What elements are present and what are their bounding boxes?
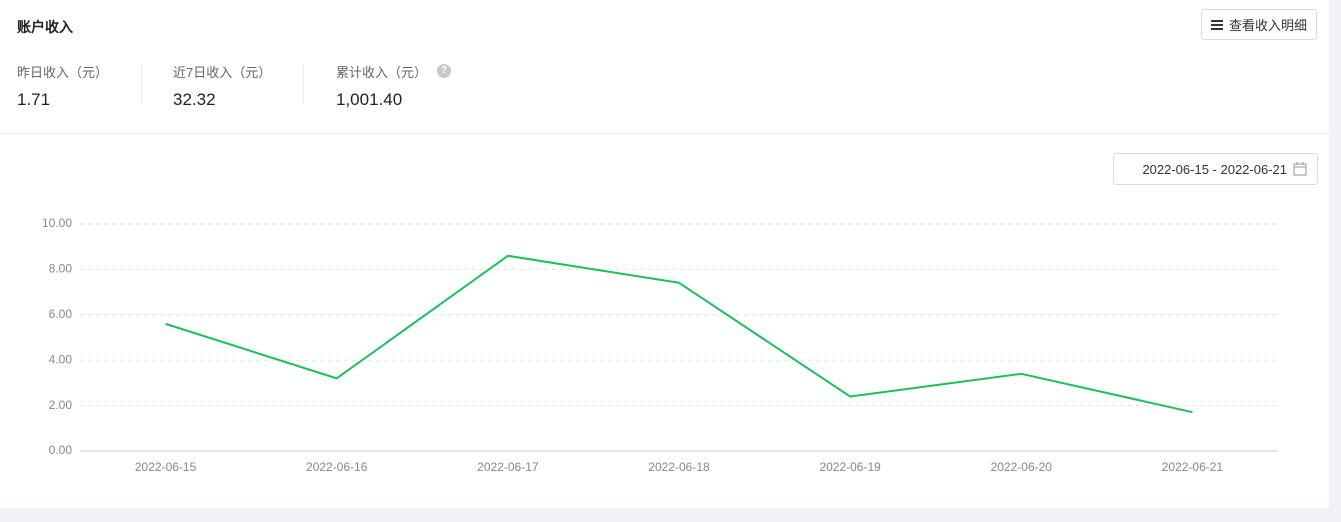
line-chart: 0.00 2.00 4.00 6.00 8.00 10.00 2022-06-15 2022-… xyxy=(42,216,1278,474)
x-tick-label: 2022-06-15 xyxy=(135,460,197,474)
stat-value: 1,001.40 xyxy=(336,90,403,109)
stat: 近7日收入（元） 32.32 xyxy=(173,62,271,110)
stat-label: 昨日收入（元） xyxy=(17,65,109,80)
x-tick-label: 2022-06-21 xyxy=(1162,460,1224,474)
date-picker[interactable]: 2022-06-15 - 2022-06-21 xyxy=(1113,153,1318,185)
stat-value: 1.71 xyxy=(17,90,51,109)
y-tick-label: 0.00 xyxy=(49,443,73,457)
y-tick-label: 8.00 xyxy=(49,262,73,276)
y-tick-label: 6.00 xyxy=(49,307,73,321)
income-card: 账户收入 查看收入明细 昨日收入（元） 1.71 近7日收入（元） 32.32 … xyxy=(0,0,1329,508)
divider xyxy=(0,133,1329,134)
x-tick-label: 2022-06-17 xyxy=(477,460,539,474)
separator xyxy=(303,64,304,104)
x-tick-label: 2022-06-16 xyxy=(306,460,368,474)
y-tick-label: 4.00 xyxy=(49,352,73,366)
y-tick-label: 10.00 xyxy=(42,216,72,230)
detail-button[interactable]: 查看收入明细 xyxy=(1201,9,1317,40)
separator xyxy=(141,64,142,104)
stat: 昨日收入（元） 1.71 xyxy=(17,62,108,110)
stat-value: 32.32 xyxy=(173,90,216,109)
button-label: 查看收入明细 xyxy=(1228,18,1307,33)
data-line xyxy=(165,254,1193,414)
stat-label: 近7日收入（元） xyxy=(173,65,272,80)
x-tick-label: 2022-06-20 xyxy=(991,460,1053,474)
card-title: 账户收入 xyxy=(17,19,73,35)
stat-label: 累计收入（元） xyxy=(336,65,428,80)
stat: 累计收入（元） 1,001.40 xyxy=(336,62,427,110)
x-tick-label: 2022-06-18 xyxy=(648,460,710,474)
y-tick-label: 2.00 xyxy=(49,398,73,412)
x-tick-label: 2022-06-19 xyxy=(819,460,881,474)
menu-icon xyxy=(1210,19,1223,30)
help-icon[interactable]: ? xyxy=(437,64,451,78)
calendar-icon xyxy=(1293,162,1307,176)
date-range: 2022-06-15 - 2022-06-21 xyxy=(1142,161,1287,177)
